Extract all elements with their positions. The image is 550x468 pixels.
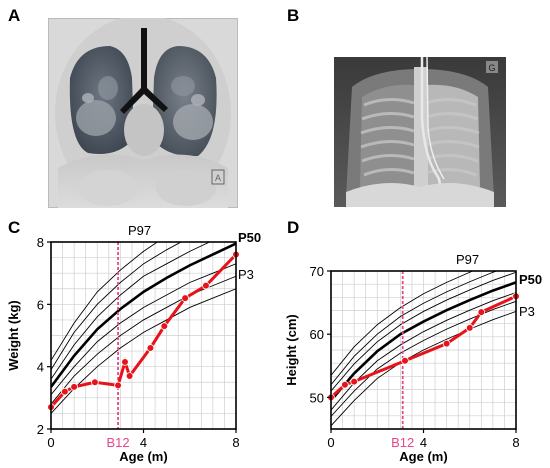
weight-percentile-curve	[51, 288, 236, 414]
height-percentile-curve	[331, 300, 516, 417]
ct-image: A	[48, 18, 238, 208]
height-percentile-curve	[331, 271, 475, 376]
height-percentile-curve	[331, 271, 498, 386]
height-label-p97: P97	[456, 252, 479, 267]
weight-x-tick-label: 0	[47, 435, 54, 450]
weight-patient-point	[181, 294, 189, 302]
height-patient-point	[477, 308, 486, 316]
weight-label-p97: P97	[128, 223, 151, 238]
height-x-tick-label: 0	[327, 435, 334, 450]
height-median-curve	[331, 281, 516, 402]
height-label-p3: P3	[519, 304, 535, 319]
weight-patient-point	[160, 322, 169, 330]
height-x-tick-label: 4	[420, 435, 427, 450]
weight-y-tick-label: 6	[37, 297, 44, 312]
weight-percentile-curve	[51, 242, 159, 361]
weight-percentile-curve	[51, 263, 236, 396]
height-patient-point	[341, 380, 349, 389]
height-y-axis-title: Height (cm)	[284, 314, 299, 386]
weight-b12-label: B12	[106, 435, 129, 450]
weight-patient-point	[61, 387, 69, 396]
height-x-axis-title: Age (m)	[399, 449, 447, 464]
panel-label-a: A	[8, 6, 21, 25]
weight-y-tick-label: 8	[37, 235, 44, 250]
height-percentile-curve	[331, 311, 516, 427]
weight-x-tick-label: 4	[140, 435, 147, 450]
height-y-tick-label: 70	[310, 264, 324, 279]
weight-patient-point	[146, 344, 155, 352]
height-percentile-curve	[331, 292, 516, 411]
height-b12-label: B12	[391, 435, 414, 450]
weight-patient-point	[125, 372, 134, 380]
ct-scan-graphic: A	[48, 18, 238, 208]
panel-label-c: C	[8, 218, 21, 237]
weight-patient-point	[91, 378, 99, 387]
panel-label-b: B	[287, 6, 300, 25]
height-y-tick-label: 60	[310, 327, 324, 342]
ct-marker: A	[215, 173, 221, 183]
weight-x-axis-title: Age (m)	[119, 449, 167, 464]
height-percentile-curve	[331, 271, 516, 392]
weight-percentile-curve	[51, 242, 183, 371]
height-x-tick-label: 8	[512, 435, 519, 450]
xray-graphic: G	[334, 57, 506, 207]
weight-patient-point	[121, 358, 129, 366]
height-label-p50: P50	[519, 272, 542, 287]
weight-grid	[51, 242, 236, 429]
height-percentile-curves	[331, 271, 516, 427]
weight-y-tick-label: 2	[37, 422, 44, 437]
height-patient-point	[401, 356, 409, 365]
weight-percentile-curves	[51, 242, 236, 414]
weight-y-tick-label: 4	[37, 360, 44, 375]
height-patient-point	[442, 339, 451, 348]
weight-median-curve	[51, 242, 236, 388]
weight-label-p3: P3	[238, 267, 254, 282]
height-y-tick-label: 50	[310, 390, 324, 405]
xray-image: G	[334, 57, 506, 207]
weight-patient-point	[202, 281, 210, 290]
panel-label-d: D	[287, 218, 300, 237]
weight-y-axis-title: Weight (kg)	[6, 300, 21, 371]
weight-x-tick-label: 8	[232, 435, 239, 450]
weight-percentile-curve	[51, 242, 211, 380]
xray-marker: G	[488, 63, 495, 73]
height-patient-point	[465, 324, 474, 332]
weight-patient-point	[70, 383, 78, 391]
height-patient-point	[350, 377, 358, 386]
weight-label-p50: P50	[238, 230, 261, 245]
weight-patient-point	[114, 381, 122, 390]
